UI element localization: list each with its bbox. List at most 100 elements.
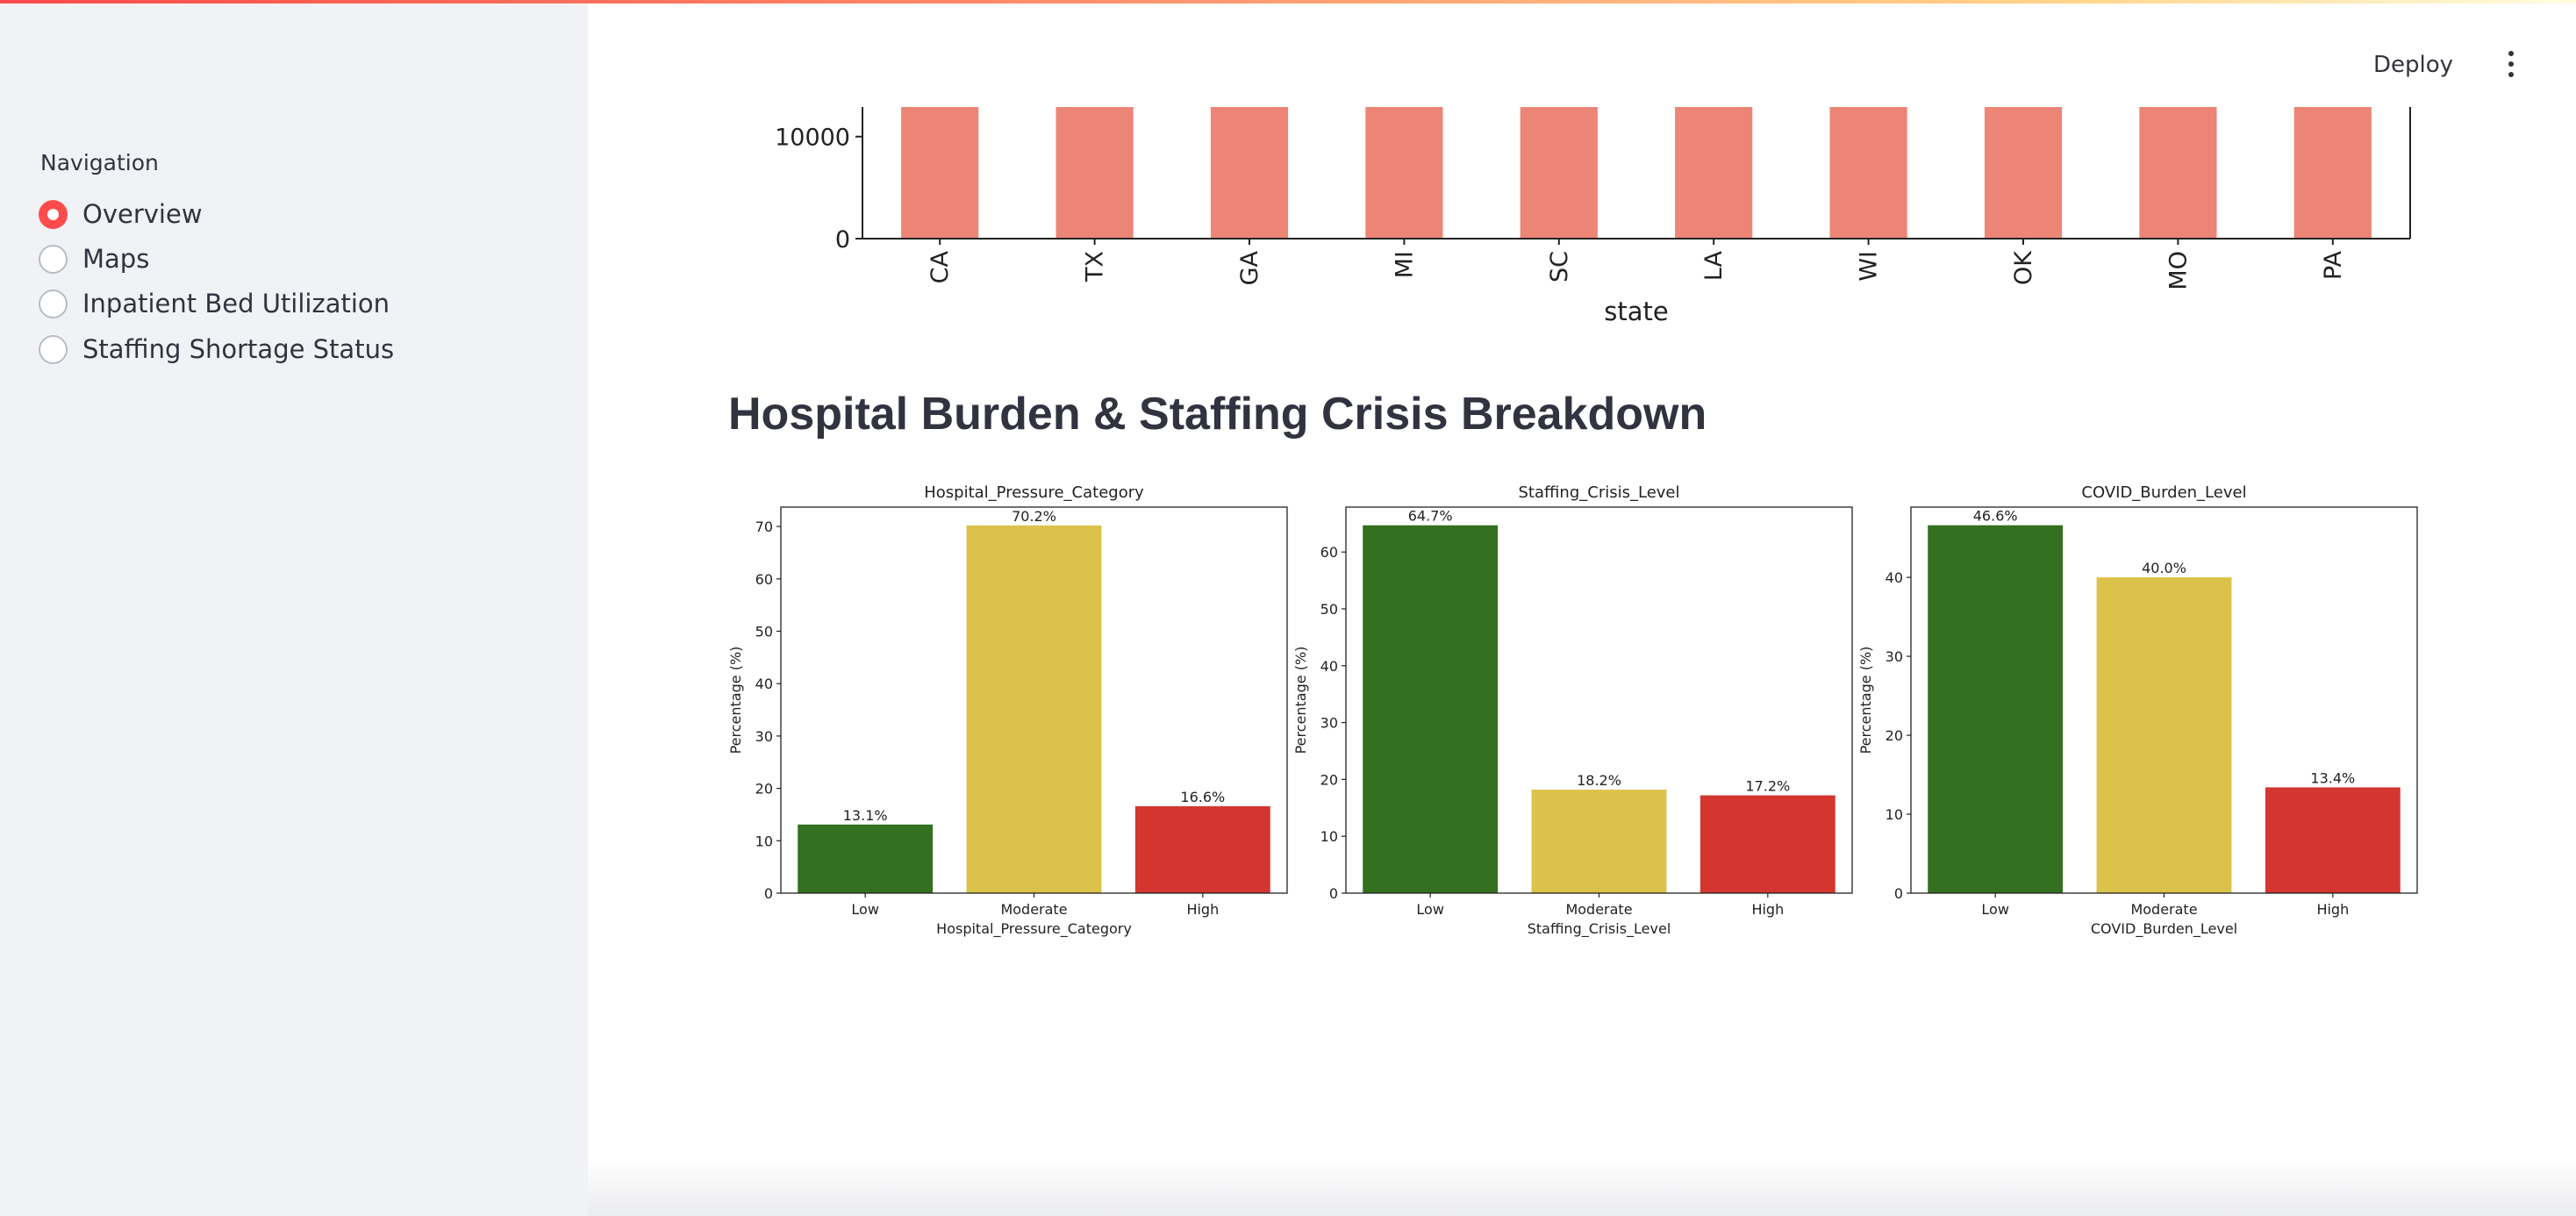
y-axis-label: Percentage (%) <box>1858 647 1874 755</box>
kebab-menu-icon[interactable] <box>2502 49 2520 79</box>
x-tick-label: High <box>1186 901 1219 918</box>
bar <box>1363 525 1499 893</box>
data-label: 18.2% <box>1577 772 1621 789</box>
data-label: 40.0% <box>2142 560 2186 576</box>
data-label: 46.6% <box>1973 508 2018 525</box>
nav-radio-label: Inpatient Bed Utilization <box>82 289 390 318</box>
data-label: 64.7% <box>1408 508 1453 525</box>
chart-title: COVID_Burden_Level <box>2081 483 2246 502</box>
data-label: 13.4% <box>2310 769 2355 786</box>
y-tick-label: 50 <box>755 623 773 640</box>
radio-unselected-icon[interactable] <box>39 289 68 318</box>
x-tick-label: Moderate <box>1000 901 1067 918</box>
bar <box>798 824 934 893</box>
x-tick-label: SC <box>1546 251 1573 283</box>
y-tick-label: 30 <box>1320 715 1338 732</box>
radio-selected-icon[interactable] <box>39 199 68 229</box>
y-tick-label: 0 <box>1329 885 1338 902</box>
nav-radio-maps[interactable]: Maps <box>39 241 149 276</box>
hospital-pressure-chart: Hospital_Pressure_Category 13.1% Low 70.2% M… <box>728 483 1288 938</box>
x-tick-label: CA <box>927 250 954 283</box>
chart-title: Staffing_Crisis_Level <box>1519 483 1680 502</box>
x-tick-label: PA <box>2320 250 2347 280</box>
state-bar <box>2293 107 2372 239</box>
bar <box>1928 525 2064 893</box>
state-bar <box>1055 107 1134 239</box>
data-label: 13.1% <box>843 807 888 824</box>
y-tick-label: 60 <box>755 571 773 588</box>
x-axis-label: Staffing_Crisis_Level <box>1528 920 1671 938</box>
x-tick-label: LA <box>1700 250 1728 281</box>
y-axis-label: Percentage (%) <box>1293 647 1309 755</box>
x-tick-label: High <box>2316 901 2349 918</box>
data-label: 17.2% <box>1745 778 1790 795</box>
x-axis-label: Hospital_Pressure_Category <box>936 920 1132 938</box>
plot-frame <box>1345 506 1853 894</box>
y-tick-label: 50 <box>1320 601 1338 618</box>
x-tick-label: High <box>1751 901 1784 918</box>
bar <box>1134 805 1270 893</box>
y-tick-label: 0 <box>1894 885 1903 902</box>
y-tick-label: 0 <box>835 226 850 254</box>
y-tick-label: 20 <box>755 781 773 798</box>
y-tick-label: 20 <box>1320 771 1338 788</box>
y-tick-label: 40 <box>755 676 773 692</box>
y-tick-label: 10 <box>1320 828 1338 845</box>
nav-radio-staffing-shortage-status[interactable]: Staffing Shortage Status <box>39 332 394 367</box>
y-axis-label: Percentage (%) <box>728 647 744 755</box>
y-tick-label: 70 <box>755 519 773 535</box>
state-bar <box>1365 107 1443 239</box>
y-tick-label: 30 <box>1885 648 1903 665</box>
bar <box>2265 787 2401 893</box>
state-bar <box>901 107 979 239</box>
x-tick-label: WI <box>1856 251 1883 282</box>
nav-radio-label: Staffing Shortage Status <box>82 334 395 364</box>
nav-radio-label: Maps <box>82 244 150 274</box>
top-decoration-bar <box>0 0 2576 4</box>
y-tick-label: 20 <box>1885 727 1903 744</box>
x-tick-label: MI <box>1391 251 1418 278</box>
section-title: Hospital Burden & Staffing Crisis Breakd… <box>728 389 1707 440</box>
bar <box>966 525 1102 893</box>
state-bar <box>1984 107 2063 239</box>
x-tick-label: GA <box>1236 250 1263 285</box>
plot-frame <box>1910 506 2418 894</box>
covid-burden-chart: COVID_Burden_Level 46.6% Low 40.0% Moderate 1… <box>1858 483 2418 938</box>
x-tick-label: MO <box>2165 251 2192 290</box>
x-axis-label: COVID_Burden_Level <box>2091 920 2237 938</box>
x-tick-label: Moderate <box>1565 901 1632 918</box>
y-tick-label: 60 <box>1320 544 1338 561</box>
data-label: 70.2% <box>1012 508 1056 525</box>
bar <box>1531 790 1667 893</box>
y-tick-label: 10 <box>1885 806 1903 823</box>
x-tick-label: TX <box>1082 251 1109 283</box>
staffing-crisis-chart: Staffing_Crisis_Level 64.7% Low 18.2% Modera… <box>1293 483 1853 938</box>
nav-radio-label: Overview <box>82 199 203 229</box>
radio-unselected-icon[interactable] <box>39 334 68 364</box>
plot-frame <box>780 506 1288 894</box>
state-bar <box>1520 107 1598 239</box>
nav-radio-inpatient-bed-utilization[interactable]: Inpatient Bed Utilization <box>39 286 390 321</box>
state-bar <box>1829 107 1907 239</box>
y-tick-label: 10000 <box>775 125 850 152</box>
sidebar: Navigation Overview Maps Inpatient Bed U… <box>0 0 588 1216</box>
deploy-button[interactable]: Deploy <box>2373 46 2453 84</box>
x-tick-label: Low <box>1416 901 1444 918</box>
bar <box>2096 577 2232 893</box>
state-bar <box>1675 107 1753 239</box>
x-tick-label: Moderate <box>2130 901 2197 918</box>
y-tick-label: 40 <box>1885 569 1903 586</box>
y-tick-label: 0 <box>764 885 773 902</box>
y-tick-label: 30 <box>755 728 773 745</box>
radio-unselected-icon[interactable] <box>39 244 68 274</box>
nav-radio-overview[interactable]: Overview <box>39 197 203 232</box>
bar <box>1699 795 1835 893</box>
x-axis-label: state <box>1604 297 1668 326</box>
y-tick-label: 10 <box>755 833 773 849</box>
chart-title: Hospital_Pressure_Category <box>924 483 1144 502</box>
x-tick-label: Low <box>851 901 879 918</box>
x-tick-label: Low <box>1981 901 2009 918</box>
x-tick-label: OK <box>2010 250 2037 285</box>
bottom-scroll-shade <box>588 1158 2576 1216</box>
state-bar <box>1210 107 1289 239</box>
